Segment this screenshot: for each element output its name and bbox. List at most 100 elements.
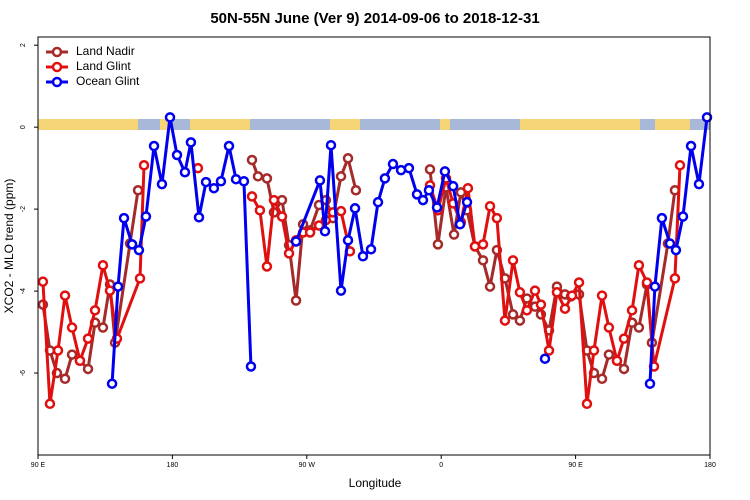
data-point xyxy=(156,178,168,190)
data-point xyxy=(215,176,227,187)
data-point xyxy=(74,355,86,366)
data-point xyxy=(484,281,496,292)
data-point xyxy=(379,173,391,184)
data-point xyxy=(252,171,264,182)
data-point xyxy=(448,229,460,240)
data-point xyxy=(82,333,94,344)
data-point xyxy=(246,154,258,166)
legend-marker xyxy=(51,76,63,88)
data-point xyxy=(179,166,191,178)
data-point xyxy=(325,139,337,151)
data-point xyxy=(491,212,503,224)
land-strip xyxy=(190,119,250,130)
data-point xyxy=(417,194,429,206)
data-point xyxy=(403,162,415,174)
data-point xyxy=(97,260,109,271)
data-point xyxy=(543,345,555,356)
data-point xyxy=(335,285,347,296)
data-point xyxy=(276,211,288,222)
data-point xyxy=(82,363,94,375)
y-tick-label: 2 xyxy=(20,43,27,47)
data-point xyxy=(588,345,600,356)
data-point xyxy=(566,290,578,301)
data-point xyxy=(261,173,273,184)
data-point xyxy=(387,158,399,170)
data-point xyxy=(372,196,384,208)
data-point xyxy=(674,160,686,171)
data-point xyxy=(685,140,697,152)
data-point xyxy=(238,176,250,187)
data-point xyxy=(462,182,474,194)
data-point xyxy=(134,273,146,284)
data-point xyxy=(335,205,347,217)
data-point xyxy=(644,378,656,389)
data-point xyxy=(290,295,302,306)
data-point xyxy=(633,260,645,271)
data-point xyxy=(148,140,160,152)
land-strip xyxy=(160,119,172,130)
data-point xyxy=(664,238,676,249)
data-point xyxy=(106,378,118,389)
data-point xyxy=(132,185,144,196)
data-point xyxy=(319,225,331,237)
y-tick-label: 0 xyxy=(20,125,27,129)
data-point xyxy=(626,305,638,316)
data-point xyxy=(223,140,235,152)
x-axis-label: Longitude xyxy=(349,476,402,490)
data-point xyxy=(447,180,459,192)
x-tick-label: 90 E xyxy=(568,462,583,469)
data-point xyxy=(314,175,326,186)
ocean-strip xyxy=(38,119,710,130)
plot-area xyxy=(37,112,713,410)
data-point xyxy=(618,333,630,344)
data-point xyxy=(44,398,56,410)
data-point xyxy=(603,349,615,360)
data-point xyxy=(254,205,266,216)
data-point xyxy=(539,353,551,364)
data-point xyxy=(164,112,176,123)
data-point xyxy=(670,244,682,256)
data-point xyxy=(276,194,288,206)
data-point xyxy=(432,239,444,250)
data-point xyxy=(649,281,661,292)
data-point xyxy=(477,255,489,266)
data-point xyxy=(193,212,205,223)
data-point xyxy=(365,244,377,255)
data-point xyxy=(677,211,689,222)
x-tick-label: 90 W xyxy=(299,462,316,469)
data-point xyxy=(423,185,435,196)
data-point xyxy=(350,185,362,196)
data-point xyxy=(104,285,116,296)
data-point xyxy=(59,373,71,385)
legend-marker xyxy=(51,61,63,73)
data-point xyxy=(97,322,109,333)
data-point xyxy=(596,373,608,385)
land-strip xyxy=(38,119,138,130)
x-tick-label: 180 xyxy=(704,462,716,469)
chart-title: 50N-55N June (Ver 9) 2014-09-06 to 2018-… xyxy=(210,10,539,27)
data-point xyxy=(245,361,257,372)
data-point xyxy=(514,315,526,326)
data-point xyxy=(469,241,481,252)
data-point xyxy=(59,290,71,301)
data-point xyxy=(669,273,681,284)
data-point xyxy=(611,355,623,366)
land-strip xyxy=(330,119,360,130)
data-point xyxy=(454,219,466,230)
data-point xyxy=(461,196,473,208)
data-point xyxy=(507,255,519,266)
data-point xyxy=(349,203,361,214)
x-tick-label: 0 xyxy=(439,462,443,469)
data-point xyxy=(342,153,354,164)
data-point xyxy=(603,322,615,333)
data-point xyxy=(581,398,593,410)
y-tick-label: -2 xyxy=(20,206,27,212)
data-point xyxy=(551,287,563,298)
data-point xyxy=(529,285,541,296)
data-point xyxy=(514,287,526,298)
data-point xyxy=(112,281,124,292)
data-point xyxy=(596,290,608,301)
land-strip xyxy=(520,119,640,130)
land-strip xyxy=(440,119,450,130)
